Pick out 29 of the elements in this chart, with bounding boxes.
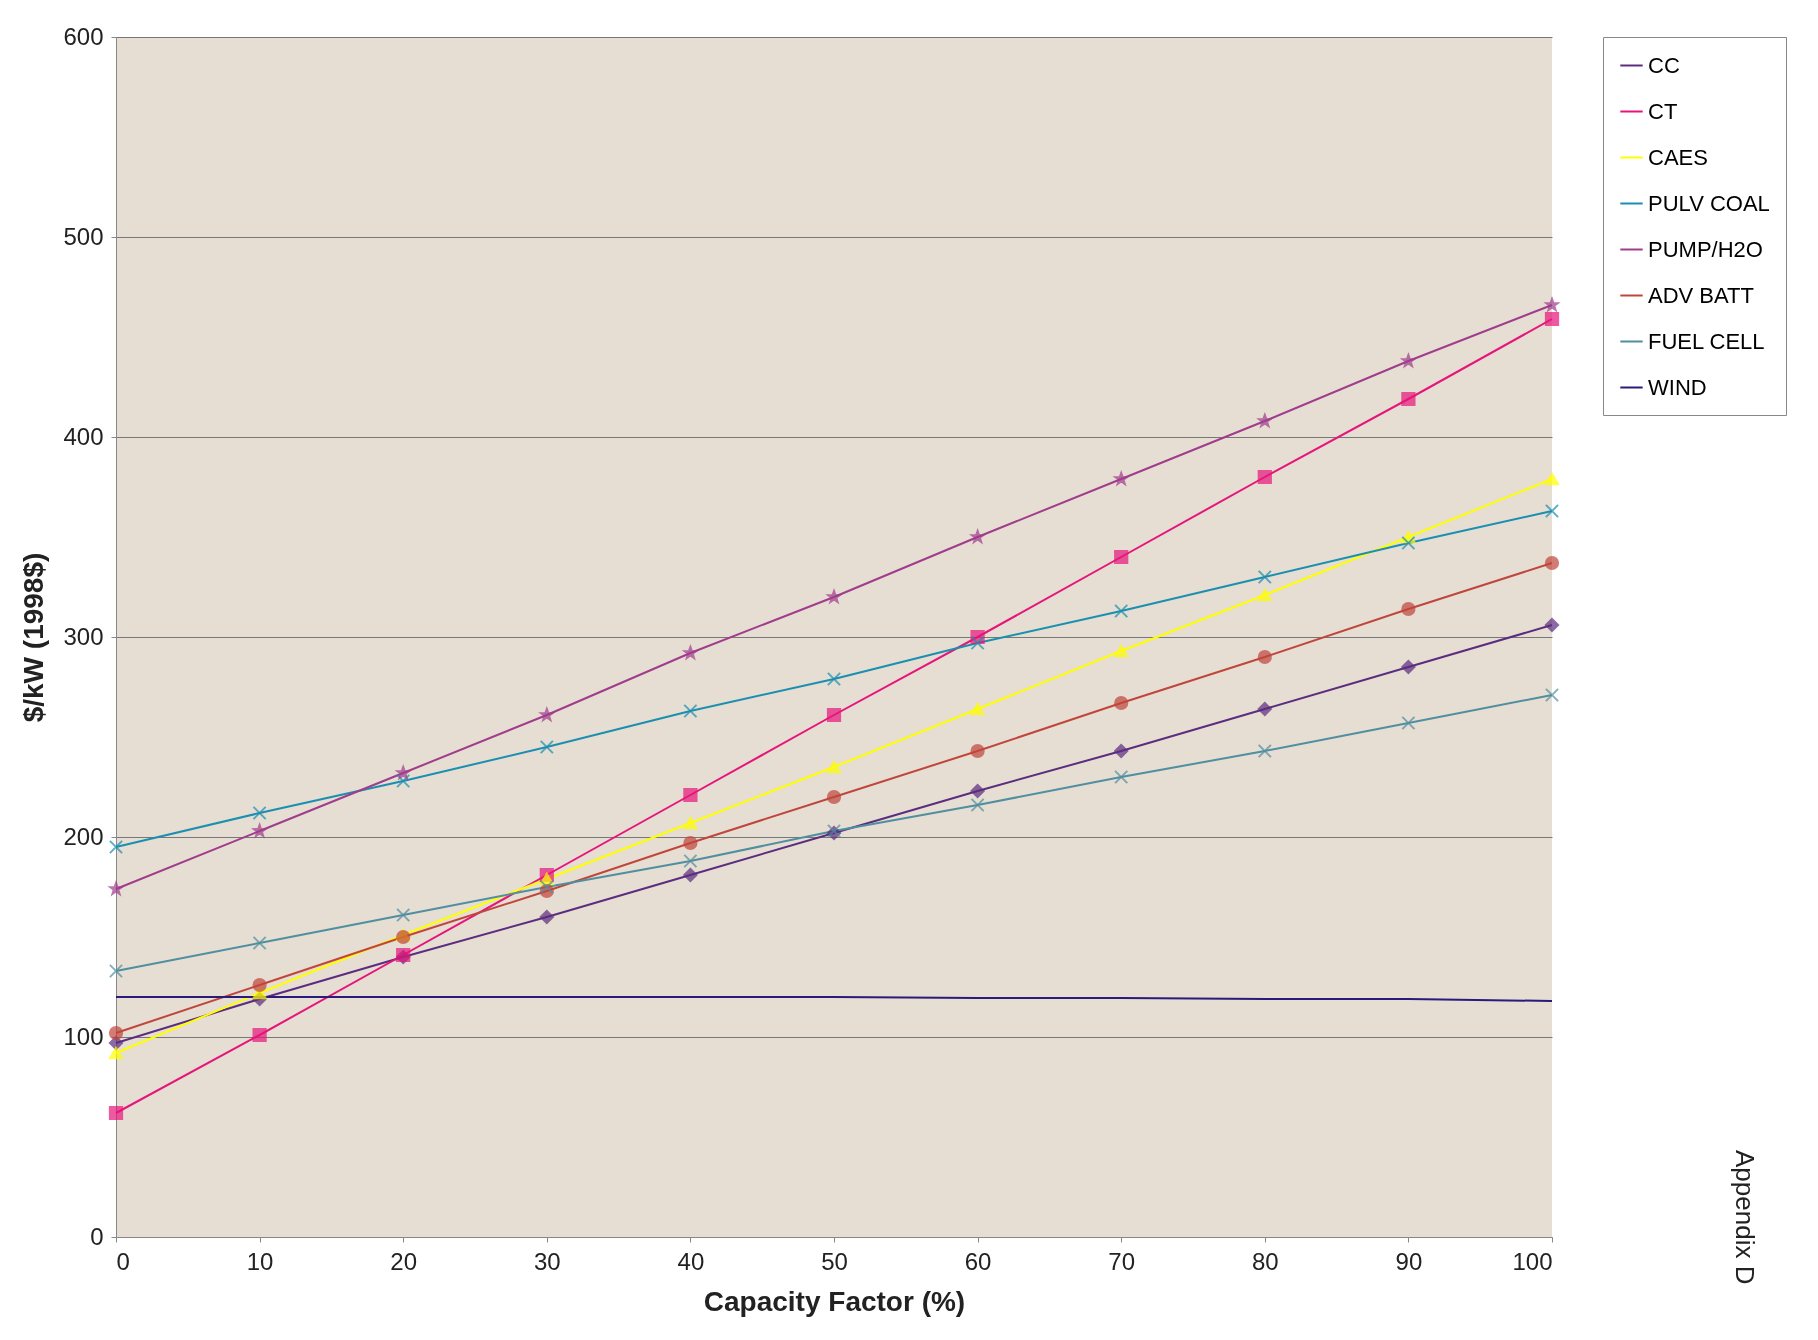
y-axis-title: $/kW (1998$): [18, 552, 50, 723]
x-tick-label: 60: [964, 1247, 992, 1275]
y-tick-label: 600: [63, 22, 104, 50]
legend-label: CC: [1648, 52, 1680, 78]
y-tick-label: 100: [63, 1022, 104, 1050]
legend-label: WIND: [1648, 374, 1707, 400]
legend-label: ADV BATT: [1648, 282, 1754, 308]
x-tick-label: 30: [533, 1247, 561, 1275]
y-tick-label: 0: [90, 1222, 104, 1250]
x-tick-label: 0: [116, 1247, 130, 1275]
x-tick-label: 70: [1108, 1247, 1136, 1275]
legend-label: PUMP/H2O: [1648, 236, 1763, 262]
legend-label: CT: [1648, 98, 1678, 124]
x-tick-label: 90: [1395, 1247, 1423, 1275]
x-tick-label: 20: [390, 1247, 418, 1275]
x-tick-label: 80: [1251, 1247, 1279, 1275]
x-tick-label: 50: [821, 1247, 848, 1275]
legend-label: PULV COAL: [1648, 190, 1770, 216]
legend-label: FUEL CELL: [1648, 328, 1765, 354]
x-axis-title: Capacity Factor (%): [703, 1285, 966, 1317]
y-tick-label: 500: [63, 222, 104, 250]
text: Appendix D: [1729, 1150, 1760, 1285]
y-tick-label: 300: [63, 622, 104, 650]
y-tick-label: 200: [63, 822, 104, 850]
x-tick-label: 10: [246, 1247, 274, 1275]
y-tick-label: 400: [63, 422, 104, 450]
legend-label: CAES: [1648, 144, 1708, 170]
x-tick-label: 100: [1512, 1247, 1553, 1275]
x-tick-label: 40: [677, 1247, 705, 1275]
